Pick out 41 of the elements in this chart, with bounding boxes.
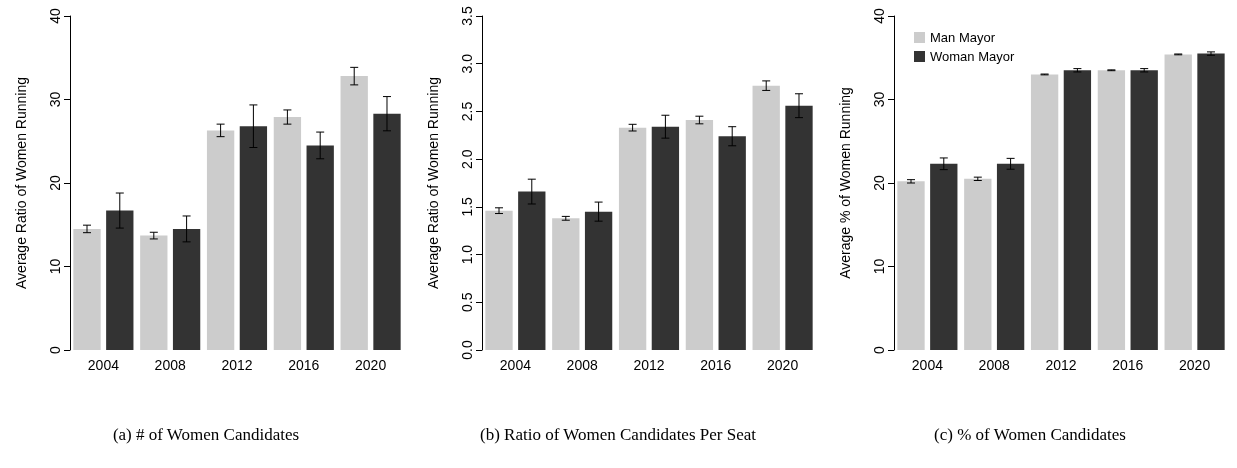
- text: (b) Ratio of Women Candidates Per Seat: [480, 424, 757, 444]
- legend-label: Man Mayor: [930, 30, 996, 45]
- x-tick-label: 2012: [1045, 357, 1077, 373]
- x-tick-label: 2012: [633, 357, 665, 373]
- y-tick-label: 0.5: [459, 292, 475, 313]
- y-tick-label: 0: [871, 345, 887, 354]
- y-tick-label: 2.5: [459, 101, 475, 122]
- y-tick-label: 30: [871, 91, 887, 108]
- x-tick-label: 2016: [1112, 357, 1144, 373]
- y-tick-label: 0.0: [459, 340, 475, 360]
- x-tick-label: 2008: [154, 357, 186, 373]
- x-tick-label: 2004: [911, 357, 944, 373]
- y-tick-label: 10: [47, 258, 63, 275]
- legend-label: Woman Mayor: [930, 49, 1015, 64]
- text: (a) # of Women Candidates: [112, 424, 300, 444]
- x-tick-label: 2008: [978, 357, 1010, 373]
- y-tick-label: 20: [47, 175, 63, 191]
- y-tick-label: 40: [47, 8, 63, 24]
- y-tick-label: 10: [871, 258, 887, 275]
- x-tick-label: 2004: [87, 357, 120, 373]
- x-tick-label: 2012: [221, 357, 253, 373]
- y-tick-label: 0: [47, 345, 63, 354]
- x-tick-label: 2008: [566, 357, 598, 373]
- y-tick-label: 3.5: [459, 6, 475, 26]
- y-axis-title: Average Ratio of Women Running: [13, 77, 29, 289]
- y-tick-label: 30: [47, 91, 63, 108]
- y-tick-label: 3.0: [459, 53, 475, 74]
- y-tick-label: 1.5: [459, 196, 475, 217]
- x-tick-label: 2020: [355, 357, 387, 373]
- y-tick-label: 1.0: [459, 244, 475, 265]
- y-axis-title: Average Ratio of Women Running: [425, 77, 441, 289]
- y-axis-title: Average % of Women Running: [837, 87, 853, 279]
- text: (c) % of Women Candidates: [934, 424, 1126, 444]
- y-tick-label: 40: [871, 8, 887, 24]
- x-tick-label: 2016: [700, 357, 732, 373]
- y-tick-label: 2.0: [459, 149, 475, 169]
- x-tick-label: 2020: [1179, 357, 1211, 373]
- y-tick-label: 20: [871, 175, 887, 191]
- x-tick-label: 2004: [499, 357, 532, 373]
- x-tick-label: 2020: [767, 357, 799, 373]
- x-tick-label: 2016: [288, 357, 320, 373]
